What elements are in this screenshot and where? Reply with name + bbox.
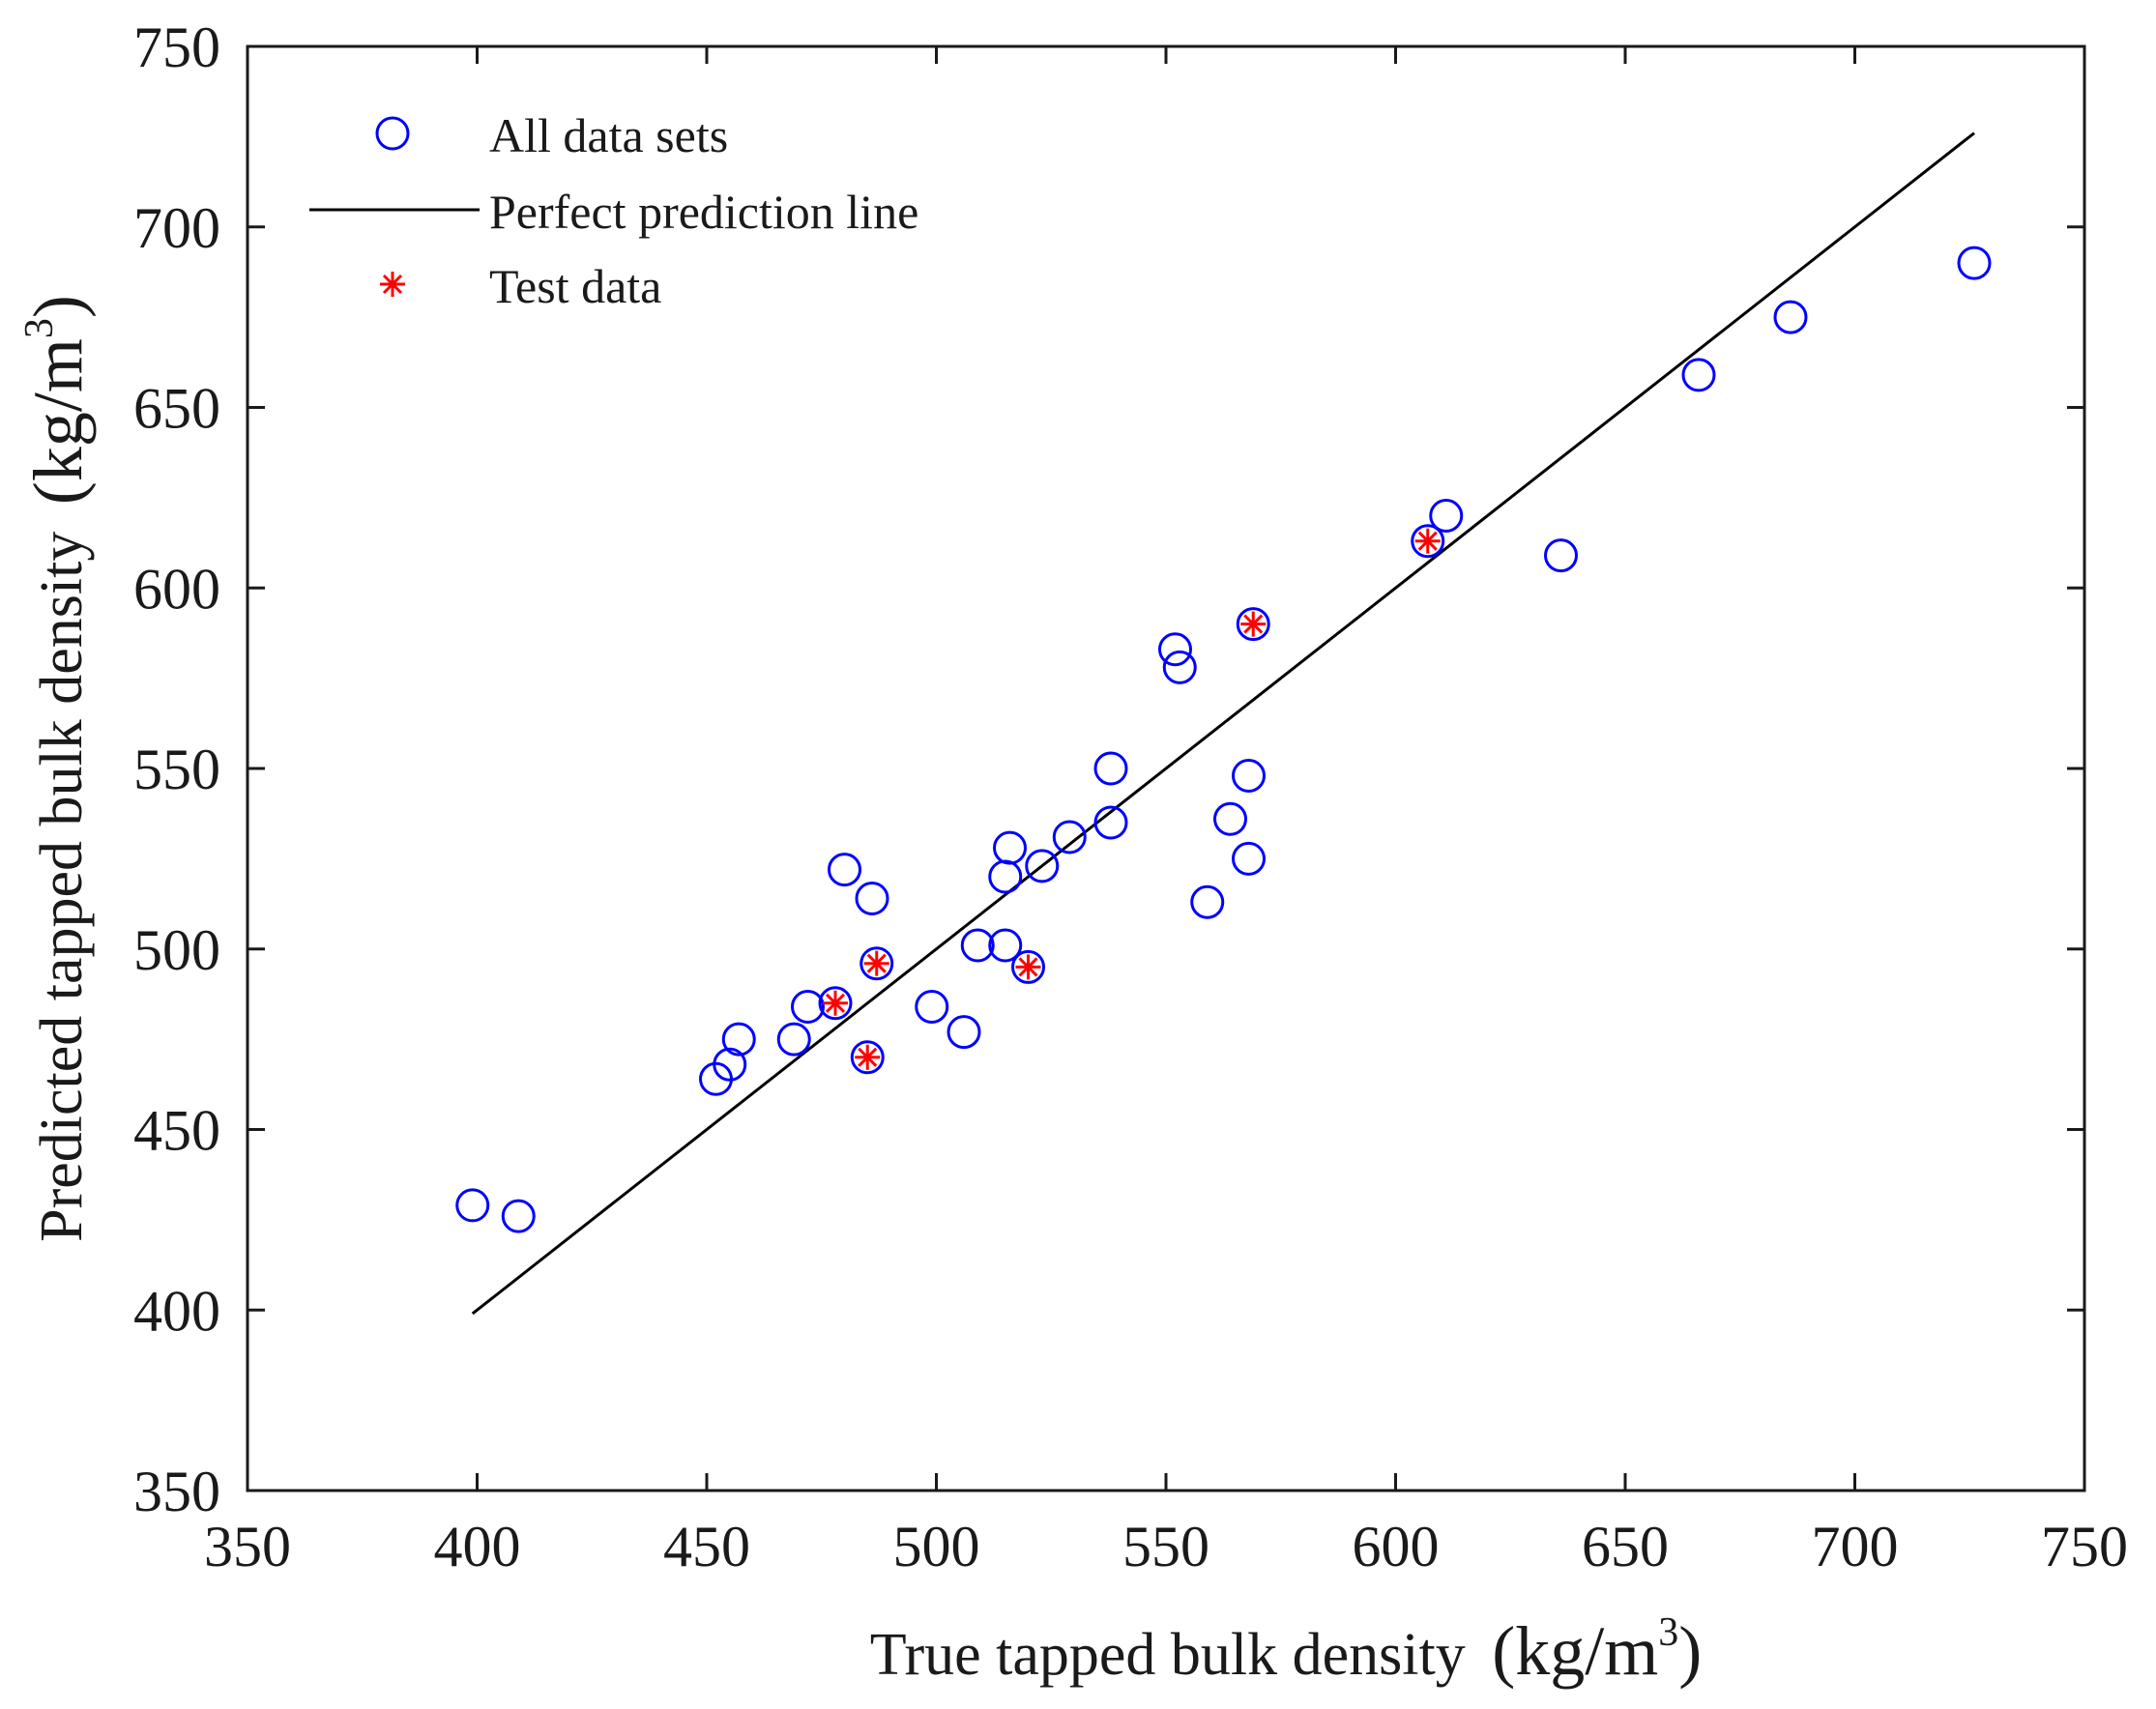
data-point-circle [1052, 820, 1087, 854]
data-point-circle [1681, 358, 1716, 392]
data-point-circle [947, 1015, 981, 1050]
data-point-circle [1093, 751, 1128, 786]
x-tick-label: 450 [663, 1515, 750, 1579]
legend-label-perfect-prediction-line: Perfect prediction line [489, 185, 918, 239]
axis-ticks: 350 400 450 500 550 600 650 700 750 350 400 450 500 5… [133, 15, 2128, 1579]
y-tick-label: 350 [133, 1460, 220, 1523]
x-tick-label: 650 [1582, 1515, 1669, 1579]
data-point-circle [1025, 849, 1060, 883]
data-point-circle [776, 1022, 811, 1057]
data-point-circle [713, 1047, 747, 1082]
y-tick-label: 750 [133, 15, 220, 79]
legend-asterisk-marker [380, 272, 405, 297]
data-point-circle [993, 830, 1027, 865]
data-point-circle [1773, 300, 1808, 334]
y-axis-label-text: Predicted tapped bulk density [29, 532, 95, 1242]
legend-circle-marker [375, 116, 410, 151]
test-data-asterisk [1015, 954, 1041, 980]
test-data-asterisk [1240, 611, 1267, 637]
y-tick-label: 400 [133, 1279, 220, 1343]
test-data-asterisk [823, 990, 848, 1016]
data-point-circle [1429, 499, 1464, 534]
x-tick-label: 500 [893, 1515, 980, 1579]
x-axis-label-text: True tapped bulk density [870, 1622, 1466, 1688]
data-point-circle [1957, 246, 1992, 280]
legend-item-test-data: Test data [380, 259, 661, 313]
x-axis-label: True tapped bulk density (kg/m3) [870, 1610, 1702, 1690]
test-data-asterisk [855, 1044, 881, 1070]
x-axis-unit-open: (kg/m [1492, 1612, 1658, 1690]
data-point-circle [828, 853, 861, 887]
data-point-circle [501, 1199, 536, 1233]
x-axis-unit-exp: 3 [1658, 1610, 1678, 1655]
x-tick-label: 600 [1353, 1515, 1440, 1579]
data-point-circle [1411, 524, 1445, 559]
legend-label-test-data: Test data [489, 259, 661, 313]
y-tick-label: 600 [133, 557, 220, 621]
x-tick-label: 350 [204, 1515, 291, 1579]
data-point-circle [859, 946, 894, 981]
data-point-circle [1213, 801, 1247, 836]
x-tick-label: 550 [1122, 1515, 1209, 1579]
perfect-prediction-line [471, 131, 1975, 1316]
data-marks [455, 131, 1992, 1316]
data-point-circle [1162, 650, 1197, 684]
x-axis-unit-close: ) [1678, 1612, 1702, 1690]
data-point-circle [915, 990, 949, 1025]
y-axis-unit-open: (kg/m [19, 338, 97, 505]
data-point-circle [721, 1022, 756, 1057]
y-tick-label: 550 [133, 738, 220, 801]
data-point-circle [1232, 758, 1266, 793]
y-axis-unit-exp: 3 [17, 318, 62, 338]
x-tick-label: 400 [434, 1515, 521, 1579]
data-point-circle [1544, 538, 1578, 573]
data-point-circle [850, 1040, 885, 1075]
data-point-circle [1093, 805, 1128, 840]
data-point-circle [1232, 841, 1266, 876]
data-point-circle [1011, 949, 1045, 984]
test-data-asterisk [863, 950, 889, 976]
y-tick-label: 650 [133, 377, 220, 441]
legend: All data sets Perfect prediction line Te… [309, 108, 918, 313]
y-tick-label: 450 [133, 1099, 220, 1163]
test-data-asterisk [1414, 528, 1441, 554]
legend-item-perfect-prediction-line: Perfect prediction line [309, 185, 918, 239]
data-point-circle [1190, 884, 1225, 919]
legend-item-all-data-sets: All data sets [375, 108, 728, 162]
data-point-circle [855, 881, 889, 915]
x-tick-label: 700 [1812, 1515, 1899, 1579]
legend-label-all-data-sets: All data sets [489, 108, 728, 162]
y-axis-label: Predicted tapped bulk density (kg/m3) [17, 295, 97, 1242]
data-point-circle [960, 928, 995, 963]
data-point-circle [1158, 632, 1192, 667]
plot-frame [246, 44, 2086, 1492]
data-point-circle [988, 928, 1023, 963]
data-point-circle [818, 986, 853, 1021]
y-tick-label: 700 [133, 196, 220, 260]
y-tick-label: 500 [133, 918, 220, 982]
data-point-circle [1236, 607, 1270, 642]
y-axis-unit-close: ) [19, 295, 97, 318]
data-point-circle [791, 990, 825, 1025]
data-point-circle [455, 1188, 490, 1223]
x-tick-label: 750 [2041, 1515, 2128, 1579]
